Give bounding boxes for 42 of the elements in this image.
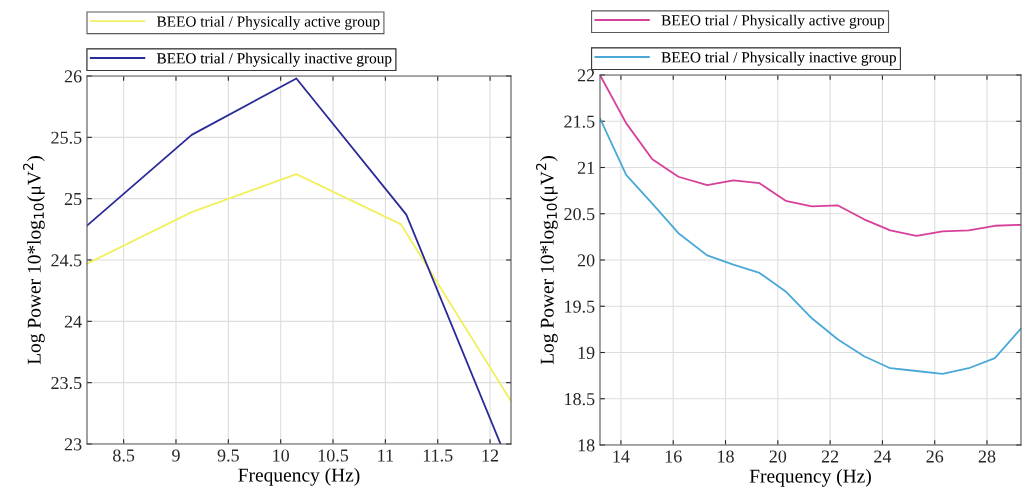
x-tick-label: 16 <box>665 450 682 463</box>
x-tick-label: 26 <box>926 450 944 463</box>
x-tick-label: 20 <box>769 450 787 463</box>
line-series <box>87 173 511 402</box>
y-tick-label: 20.5 <box>564 208 595 221</box>
x-tick-label: 14 <box>613 450 630 463</box>
y-tick-label: 25.5 <box>51 131 82 144</box>
y-tick-label: 18.5 <box>565 393 595 406</box>
y-tick-label: 19 <box>578 346 595 359</box>
x-axis-title: Frequency (Hz) <box>749 469 871 487</box>
x-tick-label: 28 <box>978 450 996 463</box>
x-tick-label: 11 <box>378 449 393 462</box>
x-tick-label: 9.5 <box>217 449 239 462</box>
y-axis-title: Log Power 10*log$_{10}$(μV$^{2}$) <box>536 156 558 365</box>
x-tick-label: 10.5 <box>318 449 349 462</box>
y-tick-label: 18 <box>578 439 595 452</box>
y-tick-label: 23 <box>64 438 82 451</box>
x-tick-label: 12 <box>482 449 499 462</box>
x-tick-label: 8.5 <box>113 449 135 462</box>
legend-label: BEEO trial / Physically inactive group <box>661 51 896 66</box>
y-tick-label: 25 <box>64 192 82 206</box>
legend-label: BEEO trial / Physically active group <box>156 15 380 30</box>
y-tick-label: 21.5 <box>564 115 595 128</box>
y-tick-label: 23.5 <box>51 376 82 390</box>
y-tick-label: 26 <box>64 70 82 83</box>
x-axis-title: Frequency (Hz) <box>238 468 360 486</box>
y-axis-title: Log Power 10*log$_{10}$(μV$^{2}$) <box>23 156 45 365</box>
x-tick-label: 18 <box>718 450 734 463</box>
x-tick-label: 24 <box>874 450 892 463</box>
line-series <box>600 117 1021 375</box>
y-tick-label: 21 <box>577 161 595 174</box>
x-tick-label: 22 <box>821 450 839 463</box>
y-tick-label: 24.5 <box>51 254 82 267</box>
x-tick-label: 9 <box>172 449 180 462</box>
legend-label: BEEO trial / Physically active group <box>661 14 885 29</box>
y-tick-label: 24 <box>64 315 82 328</box>
legend-label: BEEO trial / Physically inactive group <box>156 52 392 67</box>
x-tick-label: 11.5 <box>423 449 453 462</box>
y-tick-label: 19.5 <box>565 300 595 313</box>
y-tick-label: 20 <box>577 254 595 267</box>
y-tick-label: 22 <box>577 69 595 82</box>
x-tick-label: 10 <box>273 449 290 462</box>
